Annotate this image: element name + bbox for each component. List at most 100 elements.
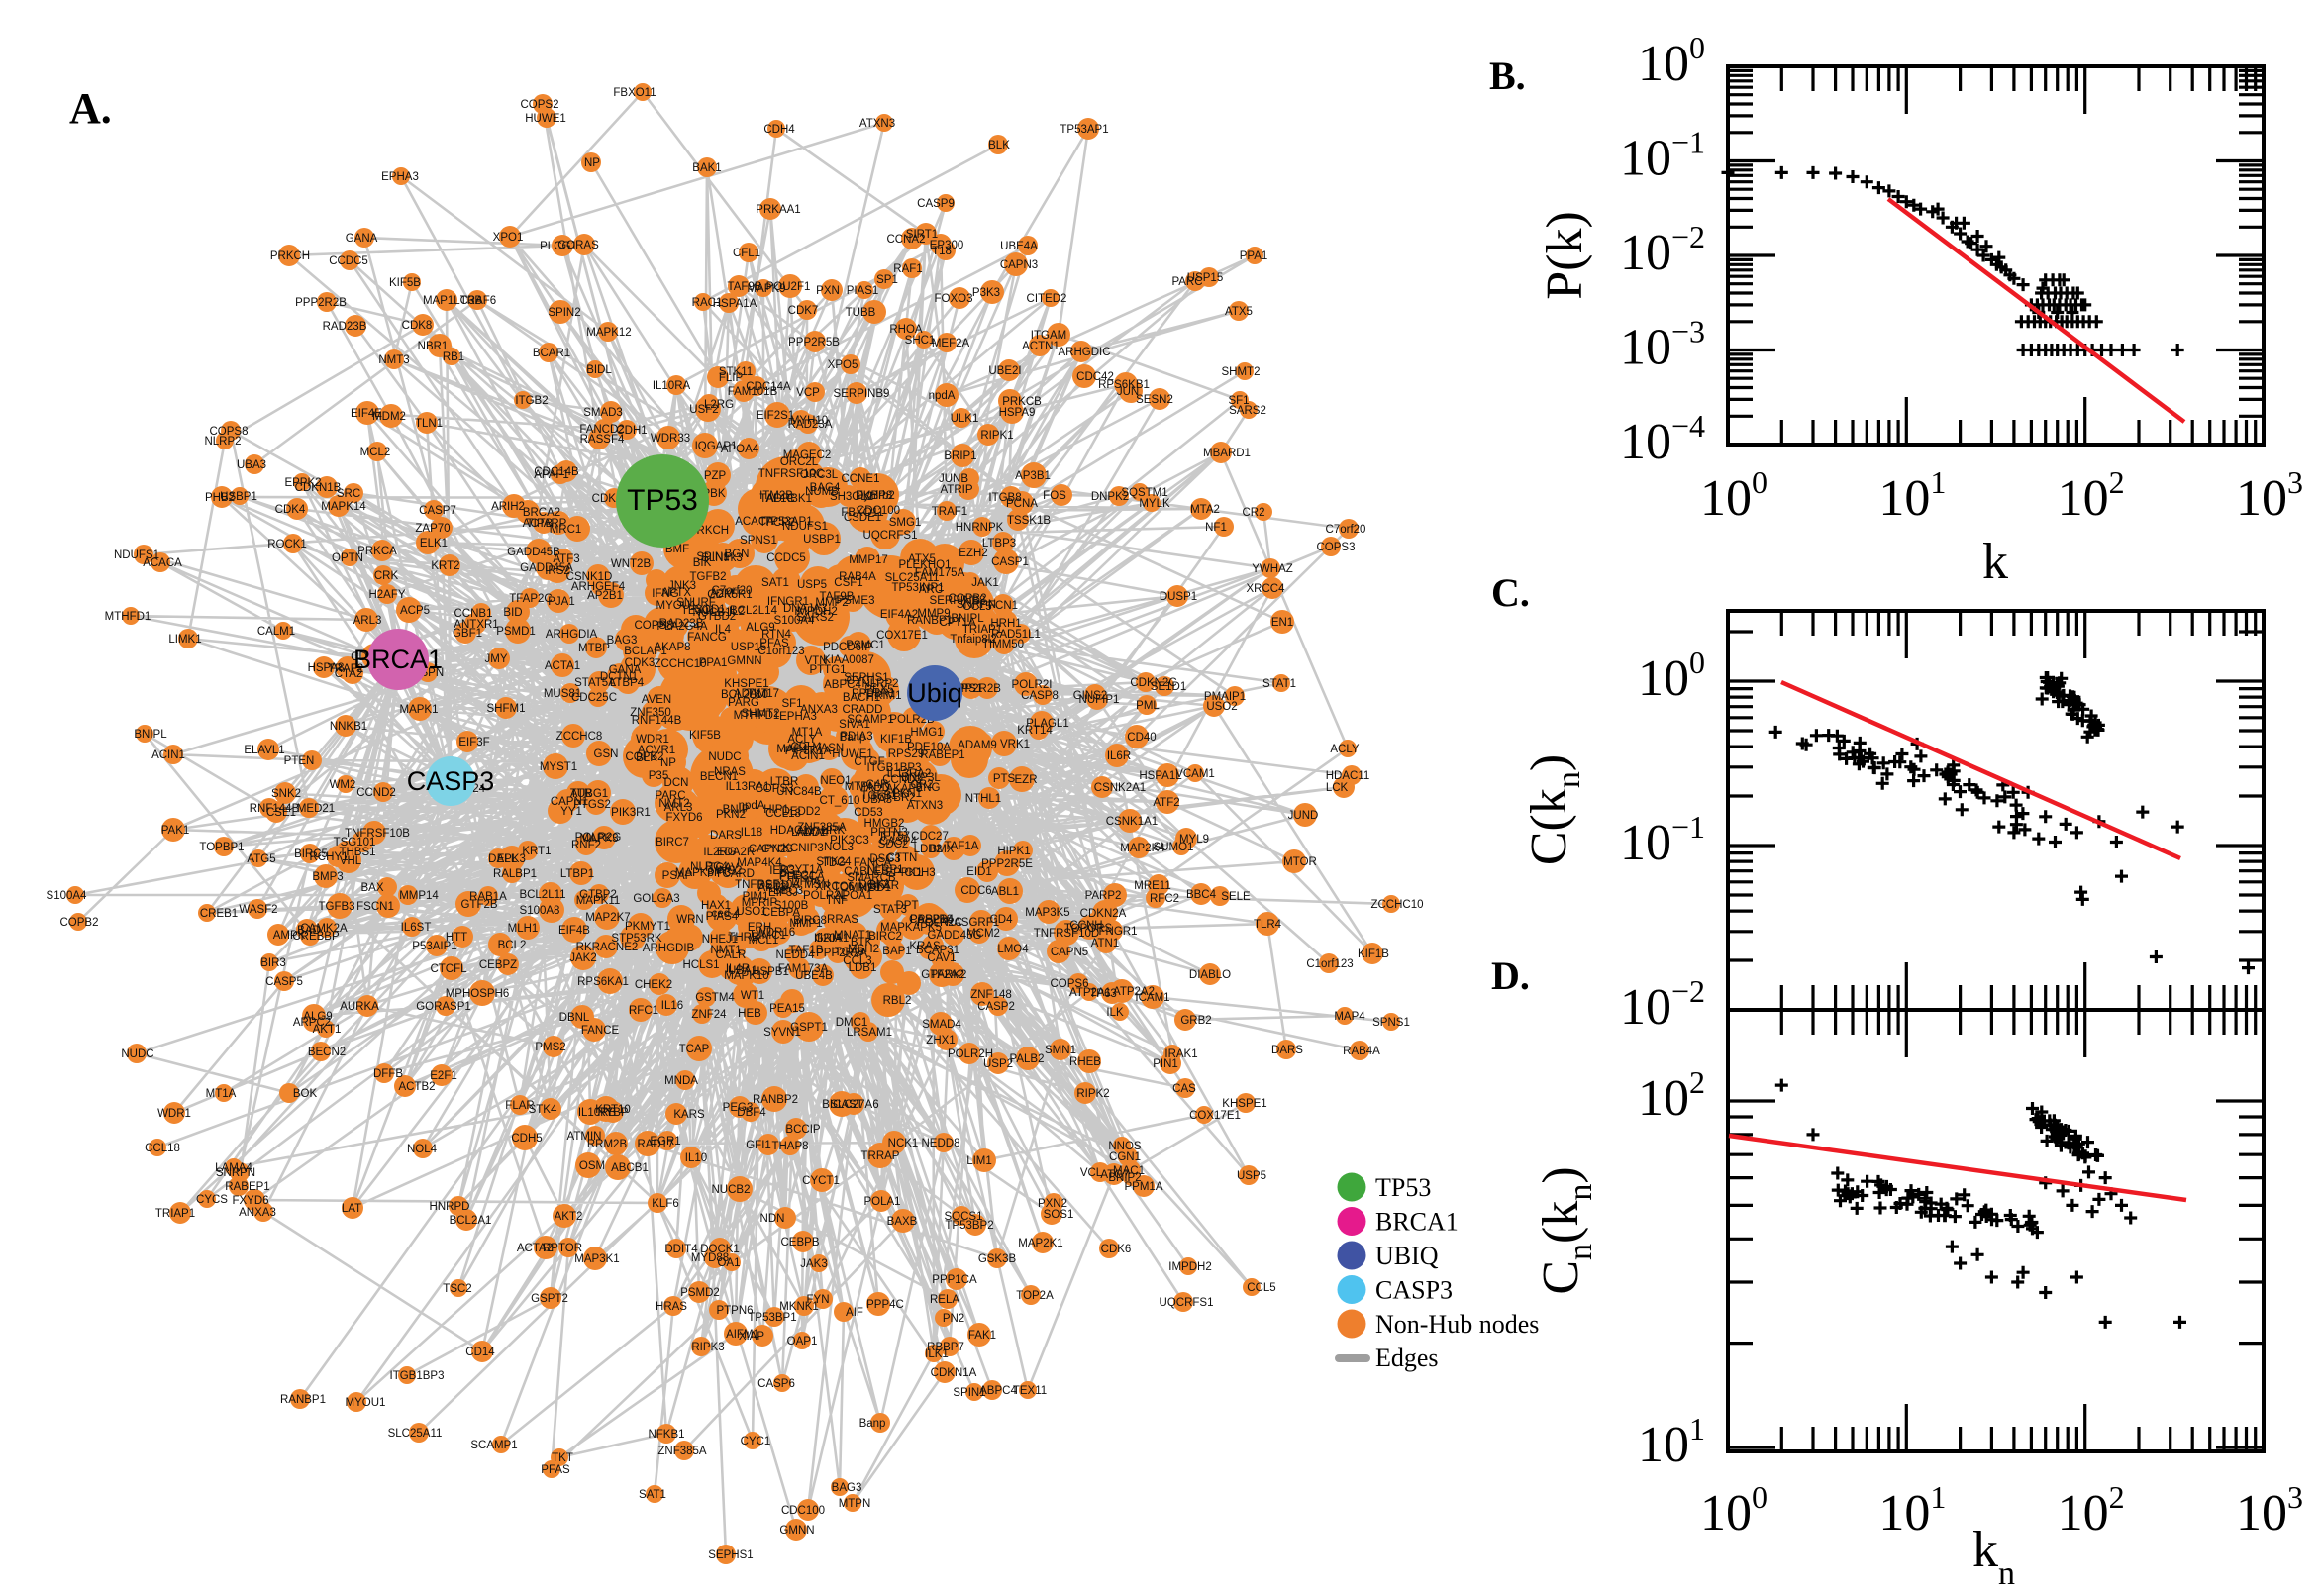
svg-text:ACTA2: ACTA2 xyxy=(517,1243,553,1254)
svg-text:CASP7: CASP7 xyxy=(419,505,456,517)
svg-text:RYBP: RYBP xyxy=(597,1107,628,1119)
svg-text:TNFRSF10B: TNFRSF10B xyxy=(345,828,410,840)
svg-text:LTBP3: LTBP3 xyxy=(982,538,1016,549)
svg-text:IRAK1: IRAK1 xyxy=(1164,1048,1197,1060)
svg-text:CTA2: CTA2 xyxy=(335,668,363,680)
svg-text:PHB2: PHB2 xyxy=(205,492,235,504)
svg-text:TP53: TP53 xyxy=(1375,1173,1431,1202)
svg-text:FKBP8: FKBP8 xyxy=(857,490,892,502)
svg-text:NNKB1: NNKB1 xyxy=(330,721,367,733)
svg-text:TP53BP1: TP53BP1 xyxy=(748,1312,796,1324)
svg-text:FANCE: FANCE xyxy=(581,1025,620,1037)
svg-text:MADD: MADD xyxy=(857,782,890,794)
svg-text:MCL1: MCL1 xyxy=(749,935,779,947)
svg-text:ACLY: ACLY xyxy=(787,734,817,746)
svg-text:AIFM1: AIFM1 xyxy=(726,1329,759,1341)
svg-text:CASP6: CASP6 xyxy=(758,1378,795,1390)
svg-text:USF2: USF2 xyxy=(689,404,718,416)
svg-text:EIF4A2: EIF4A2 xyxy=(880,609,918,621)
svg-text:ULK1: ULK1 xyxy=(951,413,979,425)
svg-text:SOCS1: SOCS1 xyxy=(945,1211,983,1223)
svg-text:npdA: npdA xyxy=(739,800,765,812)
svg-text:MCM2: MCM2 xyxy=(966,928,1000,940)
svg-text:FYN: FYN xyxy=(807,1294,830,1306)
svg-text:PRKCB: PRKCB xyxy=(1002,396,1042,408)
svg-text:SAT1: SAT1 xyxy=(639,1489,666,1501)
svg-text:KLF6: KLF6 xyxy=(652,1198,679,1210)
svg-text:EIF3J: EIF3J xyxy=(768,887,798,899)
svg-text:CCNA2: CCNA2 xyxy=(887,234,926,246)
svg-text:USP5: USP5 xyxy=(1237,1170,1266,1182)
svg-text:XRCC6: XRCC6 xyxy=(816,881,855,893)
svg-text:MNDA: MNDA xyxy=(664,1075,698,1087)
svg-text:BNIPL: BNIPL xyxy=(134,729,167,741)
svg-text:TP63: TP63 xyxy=(1089,988,1117,1000)
svg-text:SPNS1: SPNS1 xyxy=(740,535,777,547)
svg-text:IMPDH2: IMPDH2 xyxy=(794,606,837,618)
svg-text:COPS3: COPS3 xyxy=(756,783,794,795)
svg-text:WDR33: WDR33 xyxy=(651,433,690,445)
svg-text:D.: D. xyxy=(1491,953,1530,998)
svg-text:SRC: SRC xyxy=(337,488,360,500)
svg-text:EPHA3: EPHA3 xyxy=(779,711,817,723)
svg-text:DCTN1: DCTN1 xyxy=(600,671,638,683)
svg-text:TAF9B: TAF9B xyxy=(728,281,762,293)
svg-text:RAB1A: RAB1A xyxy=(469,891,507,903)
svg-text:CRK: CRK xyxy=(374,570,399,582)
svg-text:PTS: PTS xyxy=(993,773,1016,785)
svg-text:PARK2: PARK2 xyxy=(931,969,967,981)
svg-text:VRK1: VRK1 xyxy=(1000,739,1030,750)
svg-text:TRIAP1: TRIAP1 xyxy=(962,624,1002,636)
svg-text:TOMM20: TOMM20 xyxy=(833,882,880,894)
svg-text:CSNK1A1: CSNK1A1 xyxy=(1106,816,1158,828)
svg-text:PTGS2: PTGS2 xyxy=(573,799,611,811)
svg-text:ABPC4: ABPC4 xyxy=(824,679,861,691)
svg-text:PIK3R1: PIK3R1 xyxy=(611,807,651,819)
svg-text:GFI1: GFI1 xyxy=(746,1140,771,1151)
svg-text:ACACA: ACACA xyxy=(735,516,774,528)
svg-text:KARS: KARS xyxy=(673,1109,705,1121)
svg-text:RAD23A: RAD23A xyxy=(788,419,833,431)
svg-text:CSF1: CSF1 xyxy=(834,577,862,589)
svg-text:POLR2I: POLR2I xyxy=(1012,679,1053,691)
svg-text:ATXN3: ATXN3 xyxy=(859,118,895,130)
svg-text:CPT1A: CPT1A xyxy=(939,617,975,629)
svg-text:100: 100 xyxy=(1700,1479,1768,1542)
svg-text:RABEP1: RABEP1 xyxy=(225,1181,269,1193)
svg-text:NLRP2: NLRP2 xyxy=(861,678,898,690)
svg-text:NMT3: NMT3 xyxy=(378,354,409,366)
svg-text:DARS: DARS xyxy=(1271,1045,1303,1056)
svg-text:KRT14: KRT14 xyxy=(1017,725,1053,737)
svg-text:IFT57: IFT57 xyxy=(880,831,910,843)
svg-text:XRCC4: XRCC4 xyxy=(1247,583,1286,595)
svg-text:DEDD: DEDD xyxy=(758,880,790,892)
svg-text:Cn(kn): Cn(kn) xyxy=(1533,1166,1599,1294)
svg-text:NDUFS1: NDUFS1 xyxy=(114,549,159,561)
svg-text:AKAP9: AKAP9 xyxy=(885,783,922,795)
svg-text:RPS6KA1: RPS6KA1 xyxy=(577,976,629,988)
svg-text:COX17E1: COX17E1 xyxy=(876,630,928,642)
svg-text:IFNG: IFNG xyxy=(652,588,679,600)
svg-text:ITGB2: ITGB2 xyxy=(515,395,548,407)
svg-text:WDR16: WDR16 xyxy=(756,927,795,939)
svg-text:Ifi204: Ifi204 xyxy=(814,933,843,945)
svg-text:IL4R: IL4R xyxy=(726,963,750,975)
svg-text:A.: A. xyxy=(69,84,112,133)
svg-text:GANA: GANA xyxy=(346,233,378,245)
svg-text:CGN1: CGN1 xyxy=(1109,1151,1141,1163)
svg-text:HMG1: HMG1 xyxy=(910,727,943,739)
svg-text:MYOU1: MYOU1 xyxy=(346,1397,386,1409)
svg-text:C4R: C4R xyxy=(865,779,888,791)
svg-text:SNK2: SNK2 xyxy=(271,788,301,800)
svg-text:BIRC8: BIRC8 xyxy=(793,915,827,927)
svg-text:CD53: CD53 xyxy=(854,807,882,819)
svg-text:SLNtrk3: SLNtrk3 xyxy=(701,552,743,564)
svg-text:TP53AP1: TP53AP1 xyxy=(763,516,812,528)
svg-text:MRC1: MRC1 xyxy=(550,524,582,536)
svg-text:NRAS: NRAS xyxy=(714,766,746,778)
svg-text:DCN: DCN xyxy=(664,777,689,789)
svg-text:SPIN2: SPIN2 xyxy=(548,307,580,319)
svg-text:CALM1: CALM1 xyxy=(257,626,295,638)
svg-text:FANCA: FANCA xyxy=(854,857,892,869)
svg-text:HIPK1: HIPK1 xyxy=(997,846,1030,857)
